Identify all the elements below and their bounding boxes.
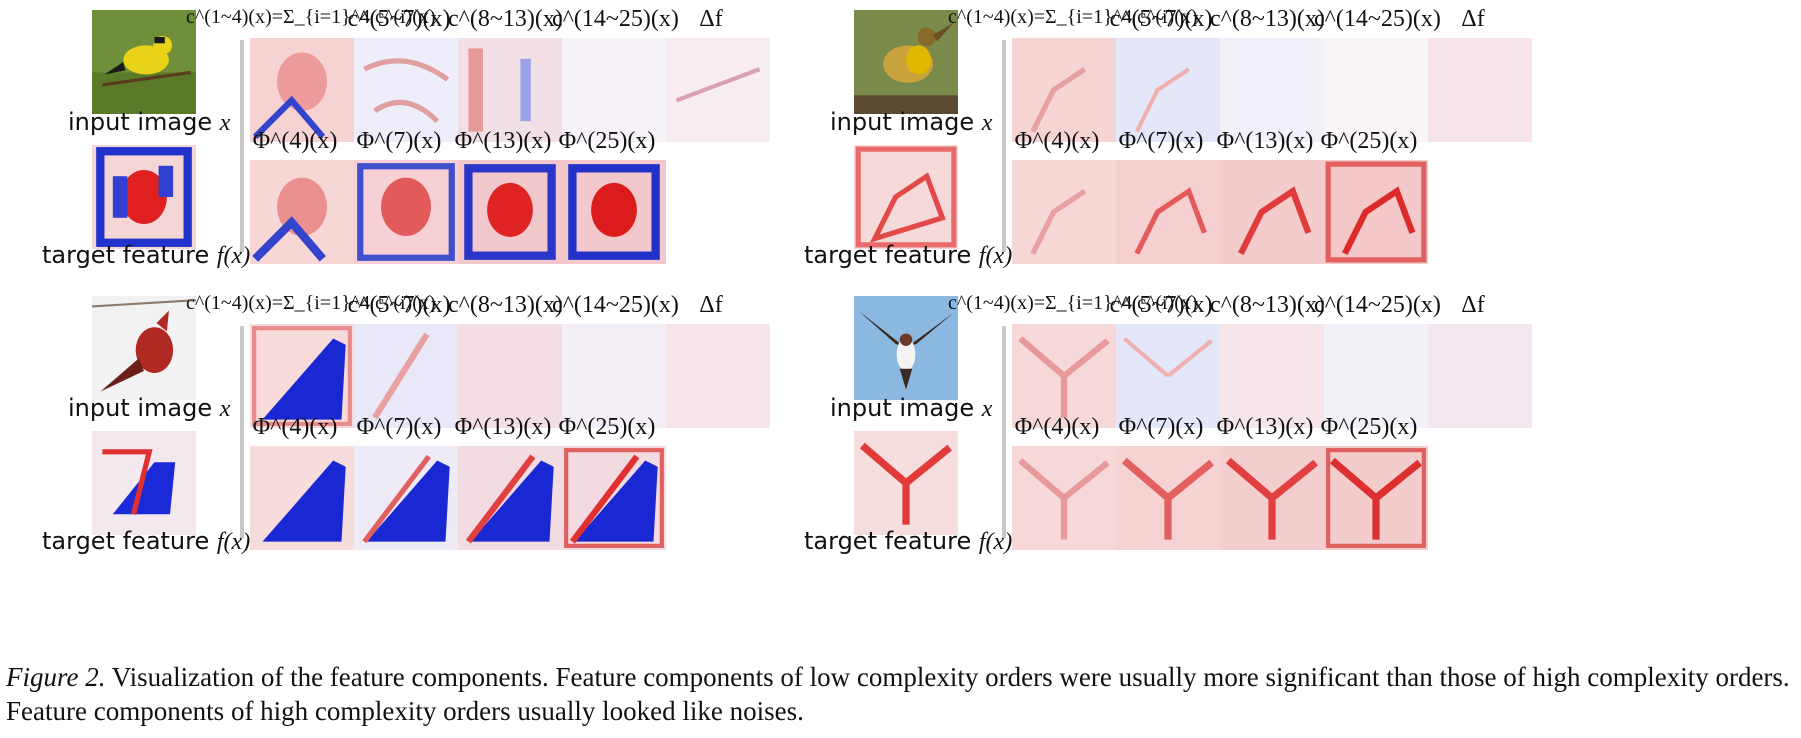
component-map-c8-13	[1220, 38, 1324, 142]
header-phi-7: Φ^(7)(x)	[356, 414, 442, 440]
component-map-c8-13	[458, 324, 562, 428]
component-map-c5-7	[354, 324, 458, 428]
header-phi-25: Φ^(25)(x)	[558, 414, 656, 440]
header-phi-4: Φ^(4)(x)	[252, 414, 338, 440]
feature-panel-goldfinch: input image x target feature f(x) c^(1~4…	[0, 0, 900, 310]
header-phi-13: Φ^(13)(x)	[1216, 414, 1314, 440]
header-c5-7: c^(5~7)(x)	[347, 292, 451, 318]
component-map-c14-25	[1324, 38, 1428, 142]
component-map-c8-13	[1220, 324, 1324, 428]
header-phi-7: Φ^(7)(x)	[1118, 128, 1204, 154]
cumulative-map-phi-13	[1220, 160, 1324, 264]
cumulative-map-phi-7	[354, 446, 458, 550]
component-map-c5-7	[1116, 324, 1220, 428]
feature-panel-swallow: input image x target feature f(x) c^(1~4…	[762, 286, 1662, 596]
cumulative-map-phi-4	[1012, 160, 1116, 264]
cumulative-map-phi-7	[1116, 160, 1220, 264]
panel-divider	[240, 40, 244, 252]
header-c8-13: c^(8~13)(x)	[1210, 6, 1325, 32]
component-map-c14-25	[562, 38, 666, 142]
cumulative-map-phi-4	[1012, 446, 1116, 550]
header-phi-13: Φ^(13)(x)	[1216, 128, 1314, 154]
header-phi-7: Φ^(7)(x)	[1118, 414, 1204, 440]
input-image-meadowlark	[854, 10, 958, 114]
target-feature-label: target feature f(x)	[804, 241, 1013, 269]
header-delta-f: Δf	[699, 292, 723, 318]
header-phi-4: Φ^(4)(x)	[1014, 414, 1100, 440]
figure-caption: Figure 2. Visualization of the feature c…	[6, 660, 1798, 728]
header-phi-25: Φ^(25)(x)	[1320, 128, 1418, 154]
target-feature-map	[92, 145, 196, 249]
header-phi-13: Φ^(13)(x)	[454, 414, 552, 440]
header-c8-13: c^(8~13)(x)	[1210, 292, 1325, 318]
component-map-c14-25	[562, 324, 666, 428]
header-c5-7: c^(5~7)(x)	[1109, 6, 1213, 32]
component-map-delta-f	[666, 324, 770, 428]
input-image-label: input image x	[68, 108, 231, 136]
header-c5-7: c^(5~7)(x)	[347, 6, 451, 32]
cumulative-map-phi-4	[250, 446, 354, 550]
input-image-cardinal	[92, 296, 196, 400]
input-image-goldfinch	[92, 10, 196, 114]
input-image-label: input image x	[830, 394, 993, 422]
header-c14-25: c^(14~25)(x)	[552, 292, 679, 318]
header-phi-7: Φ^(7)(x)	[356, 128, 442, 154]
header-c14-25: c^(14~25)(x)	[1314, 292, 1441, 318]
component-map-c1-4	[250, 38, 354, 142]
header-c1-4: c^(1~4)(x)=Σ_{i=1}^4 c^(i)(x)	[186, 292, 436, 314]
cumulative-map-phi-13	[458, 160, 562, 264]
cumulative-map-phi-7	[354, 160, 458, 264]
target-feature-label: target feature f(x)	[42, 527, 251, 555]
target-feature-map	[92, 431, 196, 535]
header-delta-f: Δf	[1461, 292, 1485, 318]
header-phi-13: Φ^(13)(x)	[454, 128, 552, 154]
figure-label: Figure 2.	[6, 662, 106, 692]
input-image-label: input image x	[830, 108, 993, 136]
header-delta-f: Δf	[1461, 6, 1485, 32]
header-c5-7: c^(5~7)(x)	[1109, 292, 1213, 318]
header-c1-4: c^(1~4)(x)=Σ_{i=1}^4 c^(i)(x)	[186, 6, 436, 28]
header-c1-4: c^(1~4)(x)=Σ_{i=1}^4 c^(i)(x)	[948, 292, 1198, 314]
cumulative-map-phi-25	[1324, 446, 1428, 550]
target-feature-map	[854, 431, 958, 535]
component-map-delta-f	[1428, 324, 1532, 428]
header-delta-f: Δf	[699, 6, 723, 32]
target-feature-label: target feature f(x)	[42, 241, 251, 269]
header-phi-4: Φ^(4)(x)	[1014, 128, 1100, 154]
component-map-c8-13	[458, 38, 562, 142]
header-c1-4: c^(1~4)(x)=Σ_{i=1}^4 c^(i)(x)	[948, 6, 1198, 28]
header-c8-13: c^(8~13)(x)	[448, 6, 563, 32]
input-image-swallow	[854, 296, 958, 400]
component-map-c1-4	[250, 324, 354, 428]
component-map-c14-25	[1324, 324, 1428, 428]
component-map-delta-f	[666, 38, 770, 142]
cumulative-map-phi-25	[1324, 160, 1428, 264]
cumulative-map-phi-4	[250, 160, 354, 264]
component-map-c5-7	[354, 38, 458, 142]
panel-divider	[1002, 40, 1006, 252]
panel-divider	[1002, 326, 1006, 538]
component-map-c5-7	[1116, 38, 1220, 142]
header-c14-25: c^(14~25)(x)	[1314, 6, 1441, 32]
component-map-delta-f	[1428, 38, 1532, 142]
component-map-c1-4	[1012, 38, 1116, 142]
component-map-c1-4	[1012, 324, 1116, 428]
cumulative-map-phi-25	[562, 160, 666, 264]
header-c8-13: c^(8~13)(x)	[448, 292, 563, 318]
feature-panel-meadowlark: input image x target feature f(x) c^(1~4…	[762, 0, 1662, 310]
input-image-label: input image x	[68, 394, 231, 422]
header-phi-25: Φ^(25)(x)	[1320, 414, 1418, 440]
header-phi-25: Φ^(25)(x)	[558, 128, 656, 154]
target-feature-map	[854, 145, 958, 249]
caption-text: Visualization of the feature components.…	[6, 662, 1790, 726]
target-feature-label: target feature f(x)	[804, 527, 1013, 555]
cumulative-map-phi-25	[562, 446, 666, 550]
cumulative-map-phi-13	[458, 446, 562, 550]
cumulative-map-phi-7	[1116, 446, 1220, 550]
cumulative-map-phi-13	[1220, 446, 1324, 550]
panel-divider	[240, 326, 244, 538]
header-phi-4: Φ^(4)(x)	[252, 128, 338, 154]
feature-panel-cardinal: input image x target feature f(x) c^(1~4…	[0, 286, 900, 596]
header-c14-25: c^(14~25)(x)	[552, 6, 679, 32]
